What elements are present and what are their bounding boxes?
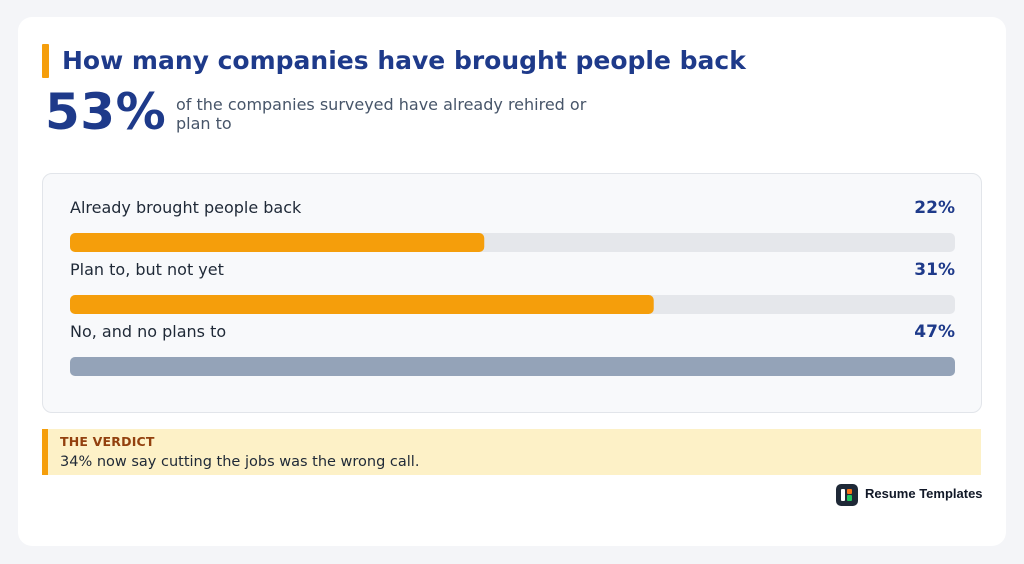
bar-chart: Already brought people back 22% Plan to, b… <box>42 173 982 413</box>
headline-stat: 53% <box>45 83 167 141</box>
bar-value-label: 31% <box>914 260 955 280</box>
bar-chart-svg: Already brought people back 22% Plan to, b… <box>70 198 955 376</box>
verdict-text: 34% now say cutting the jobs was the wro… <box>60 454 420 470</box>
brand-name: Resume Templates <box>865 486 983 501</box>
bar-value-label: 47% <box>914 322 955 342</box>
title-accent-bar <box>42 44 49 78</box>
verdict-label: THE VERDICT <box>60 434 155 449</box>
verdict-box: THE VERDICT 34% now say cutting the jobs… <box>42 429 981 475</box>
bar-category-label: Plan to, but not yet <box>70 260 224 279</box>
bar-value-label: 22% <box>914 198 955 218</box>
bar-fill <box>70 233 485 252</box>
bar-fill <box>70 357 955 376</box>
page-title: How many companies have brought people b… <box>62 46 746 75</box>
card: How many companies have brought people b… <box>18 17 1006 546</box>
headline-description: of the companies surveyed have already r… <box>176 95 587 133</box>
resume-templates-logo-icon <box>836 484 858 506</box>
bar-category-label: No, and no plans to <box>70 322 226 341</box>
bar-fill <box>70 295 654 314</box>
bar-category-label: Already brought people back <box>70 198 302 217</box>
